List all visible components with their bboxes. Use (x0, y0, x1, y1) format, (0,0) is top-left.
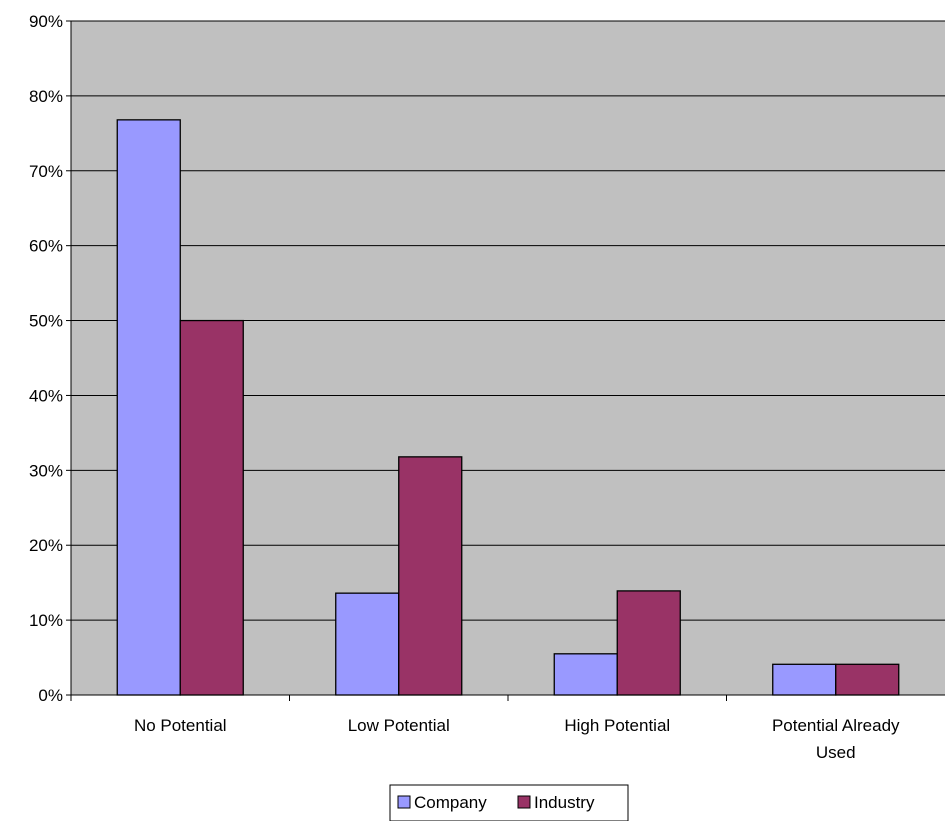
bar-industry (835, 663, 900, 696)
x-category-label: Potential Already (772, 716, 900, 735)
y-tick-label: 0% (38, 686, 63, 705)
bar-company (553, 653, 618, 696)
y-tick-label: 70% (29, 162, 63, 181)
y-tick-label: 60% (29, 237, 63, 256)
x-category-label: Used (816, 743, 856, 762)
x-category-label: High Potential (564, 716, 670, 735)
y-tick-label: 10% (29, 611, 63, 630)
x-category-label: Low Potential (348, 716, 450, 735)
labels: 0% 10% 20% 30% 40% 50% 60% 70% 80% 90% No Potentia… (29, 12, 900, 762)
bar-industry (179, 319, 244, 696)
bar-industry (398, 456, 463, 696)
bars (116, 119, 900, 696)
y-tick-label: 40% (29, 386, 63, 405)
legend: Company Industry (389, 784, 629, 822)
legend-swatch-company (397, 795, 411, 809)
bar-company (335, 592, 400, 696)
legend-label-company: Company (414, 793, 487, 812)
y-tick-label: 30% (29, 461, 63, 480)
y-tick-label: 80% (29, 87, 63, 106)
y-tick-label: 50% (29, 312, 63, 331)
bar-industry (616, 590, 681, 696)
y-tick-label: 90% (29, 12, 63, 31)
x-category-label: No Potential (134, 716, 227, 735)
y-tick-label: 20% (29, 536, 63, 555)
bar-company (772, 663, 837, 696)
legend-label-industry: Industry (534, 793, 595, 812)
bar-company (116, 119, 181, 696)
legend-swatch-industry (517, 795, 531, 809)
axes (66, 20, 945, 701)
